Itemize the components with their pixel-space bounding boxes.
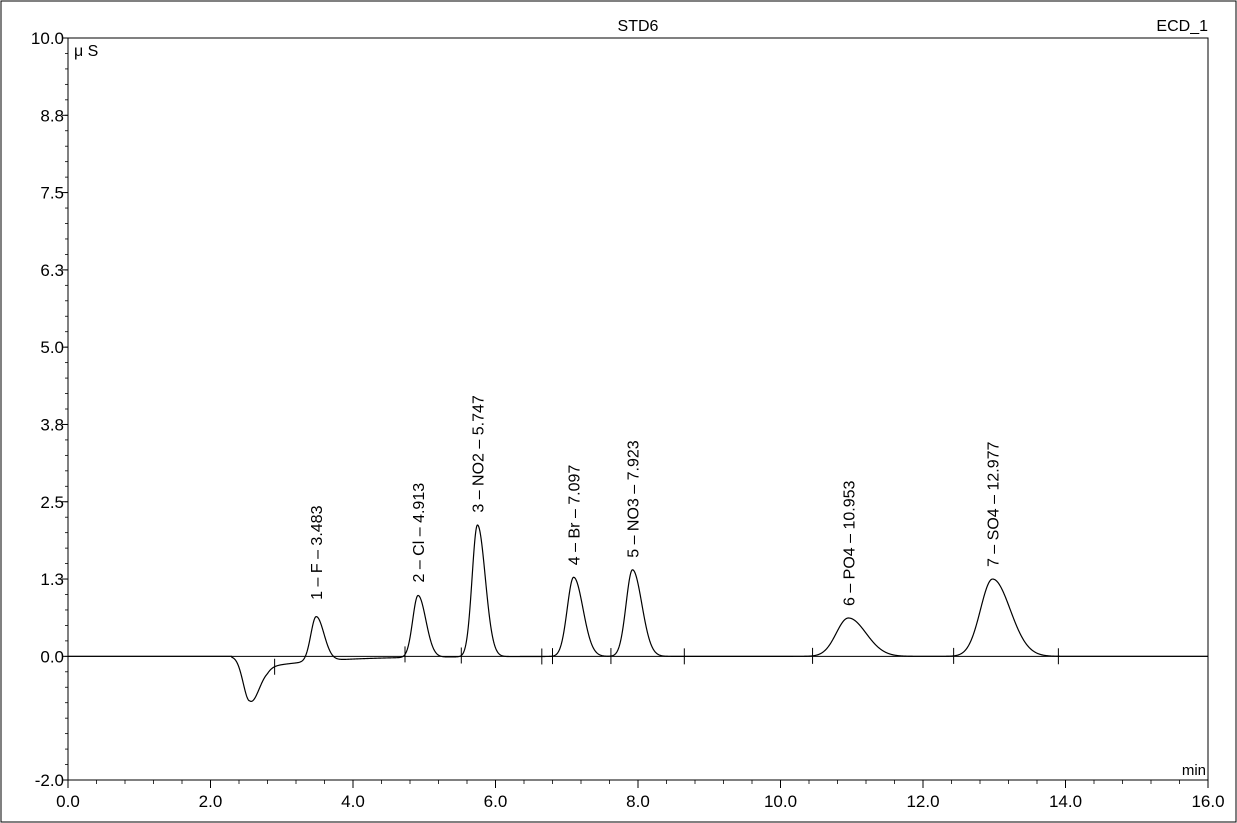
x-tick-label: 16.0	[1191, 792, 1224, 811]
y-tick-label: 6.3	[40, 261, 64, 280]
x-tick-label: 12.0	[906, 792, 939, 811]
peak-label: 5 – NO3 – 7.923	[626, 440, 643, 558]
x-tick-label: 6.0	[484, 792, 508, 811]
x-tick-label: 0.0	[56, 792, 80, 811]
peak-label: 4 – Br – 7.097	[567, 465, 584, 566]
channel-label: ECD_1	[1156, 18, 1208, 35]
x-axis-unit-label: min	[1182, 762, 1206, 779]
x-tick-label: 14.0	[1049, 792, 1082, 811]
x-tick-label: 2.0	[199, 792, 223, 811]
peak-label: 2 – Cl – 4.913	[411, 483, 428, 583]
y-tick-label: 8.8	[40, 106, 64, 125]
y-tick-label: 0.0	[40, 647, 64, 666]
x-tick-label: 8.0	[626, 792, 650, 811]
peak-labels: 1 – F – 3.483 2 – Cl – 4.913 3 – NO2 – 5.7…	[309, 395, 1002, 606]
x-tick-labels: 0.0 2.0 4.0 6.0 8.0 10.0 12.0 14.0 16.0	[56, 792, 1224, 811]
y-tick-label: 5.0	[40, 338, 64, 357]
y-tick-label: -2.0	[35, 771, 64, 790]
peak-label: 1 – F – 3.483	[309, 505, 326, 599]
peak-label: 6 – PO4 – 10.953	[841, 480, 858, 606]
x-tick-label: 10.0	[764, 792, 797, 811]
peak-label: 3 – NO2 – 5.747	[470, 395, 487, 513]
y-tick-label: 3.8	[40, 415, 64, 434]
y-tick-labels: -2.0 0.0 1.3 2.5 3.8 5.0 6.3 7.5 8.8 10.0	[31, 29, 64, 790]
chromatogram-trace	[68, 524, 1208, 702]
y-tick-label: 10.0	[31, 29, 64, 48]
x-tick-label: 4.0	[341, 792, 365, 811]
y-tick-label: 2.5	[40, 493, 64, 512]
y-axis-unit-label: μ S	[74, 43, 98, 60]
chart-title: STD6	[618, 18, 659, 35]
y-tick-label: 1.3	[40, 570, 64, 589]
integration-marks	[274, 646, 1059, 675]
peak-label: 7 – SO4 – 12.977	[986, 442, 1003, 568]
y-tick-label: 7.5	[40, 184, 64, 203]
axis-ticks	[62, 37, 1209, 788]
